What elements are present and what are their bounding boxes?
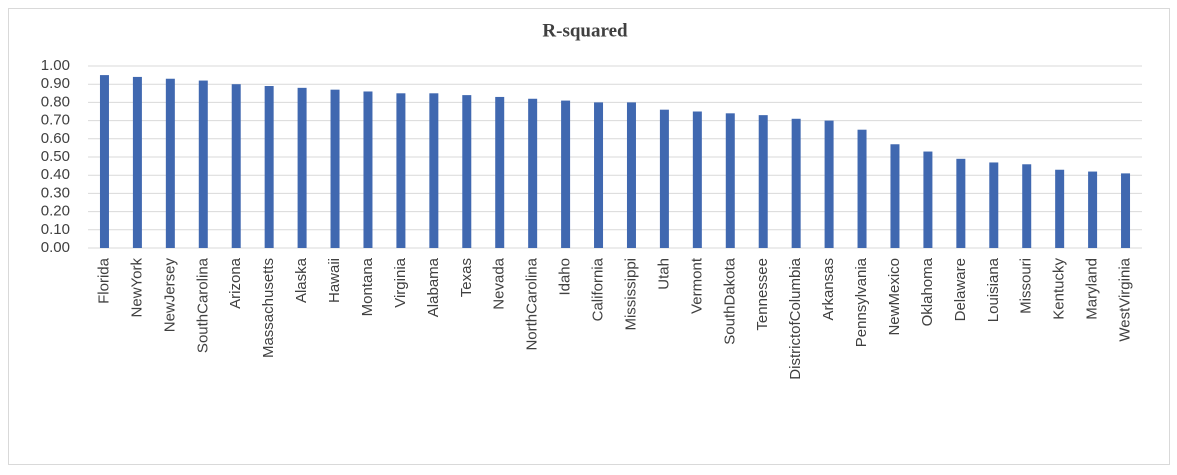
bar	[857, 129, 867, 248]
bar	[1121, 173, 1131, 248]
bar	[1022, 164, 1032, 248]
x-tick-label: Montana	[359, 257, 376, 316]
bar	[132, 76, 142, 248]
bar	[462, 95, 472, 249]
bar	[758, 115, 768, 248]
y-tick-label: 0.90	[41, 75, 70, 92]
bar	[561, 100, 571, 248]
x-tick-label: Mississippi	[622, 258, 639, 331]
bar	[363, 91, 373, 248]
x-tick-label: NewMexico	[886, 258, 903, 336]
y-tick-label: 0.20	[41, 203, 70, 220]
y-tick-label: 0.40	[41, 166, 70, 183]
x-tick-label: California	[590, 257, 607, 321]
bar	[264, 86, 274, 249]
y-tick-label: 0.70	[41, 112, 70, 129]
bar	[989, 162, 999, 248]
bar	[1088, 171, 1098, 248]
bar	[626, 102, 636, 249]
x-tick-label: Nevada	[491, 257, 508, 309]
y-tick-label: 0.10	[41, 221, 70, 238]
x-tick-label: Florida	[95, 257, 112, 304]
bar	[1055, 169, 1065, 248]
x-tick-label: NewJersey	[161, 258, 178, 333]
bar	[330, 89, 340, 248]
bar	[429, 93, 439, 248]
bar	[495, 96, 505, 248]
chart-title: R-squared	[542, 20, 628, 41]
x-tick-label: WestVirginia	[1117, 257, 1134, 341]
y-tick-label: 0.50	[41, 148, 70, 165]
x-tick-label: Arkansas	[820, 258, 837, 321]
x-tick-label: Massachusetts	[260, 258, 277, 358]
y-tick-label: 1.00	[41, 57, 70, 74]
y-tick-label: 0.60	[41, 130, 70, 147]
bar	[824, 120, 834, 248]
y-tick-label: 0.00	[41, 239, 70, 256]
x-tick-label: Alabama	[425, 257, 442, 317]
y-tick-label: 0.30	[41, 184, 70, 201]
x-tick-label: DistrictofColumbia	[787, 257, 804, 379]
bar	[659, 109, 669, 249]
x-tick-label: NewYork	[128, 258, 145, 318]
bar	[198, 80, 208, 248]
x-tick-label: SouthCarolina	[194, 257, 211, 353]
bar	[791, 118, 801, 248]
x-tick-label: Alaska	[293, 257, 310, 303]
x-tick-label: Arizona	[227, 257, 244, 309]
bar	[99, 75, 109, 248]
bar	[725, 113, 735, 248]
y-tick-label: 0.80	[41, 93, 70, 110]
x-tick-label: Tennessee	[754, 258, 771, 331]
x-tick-label: Delaware	[952, 258, 969, 321]
bar	[231, 84, 241, 248]
bar	[396, 93, 406, 248]
x-tick-label: Louisiana	[985, 257, 1002, 322]
x-tick-label: Virginia	[392, 257, 409, 307]
x-tick-label: SouthDakota	[721, 257, 738, 344]
x-tick-label: Maryland	[1084, 258, 1101, 320]
bar	[594, 102, 604, 249]
x-tick-label: Vermont	[688, 257, 705, 314]
bar	[692, 111, 702, 248]
x-tick-label: Idaho	[557, 258, 574, 296]
bar	[890, 144, 900, 248]
x-tick-label: Texas	[458, 258, 475, 297]
x-tick-label: NorthCarolina	[524, 257, 541, 350]
bar	[528, 98, 538, 248]
bar	[956, 158, 966, 248]
bar	[165, 78, 175, 249]
bar	[923, 151, 933, 248]
x-tick-label: Pennsylvania	[853, 257, 870, 347]
x-tick-label: Utah	[655, 258, 672, 290]
x-tick-label: Oklahoma	[919, 257, 936, 326]
x-tick-label: Missouri	[1018, 258, 1035, 314]
bar	[297, 87, 307, 248]
x-tick-label: Kentucky	[1051, 258, 1068, 320]
x-tick-label: Hawaii	[326, 258, 343, 303]
